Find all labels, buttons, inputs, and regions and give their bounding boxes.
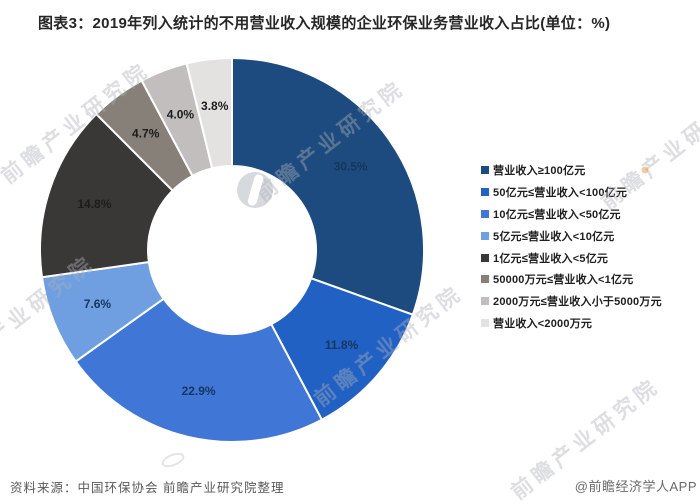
pie-slice-1 bbox=[231, 56, 426, 316]
page-title: 图表3：2019年列入统计的不用营业收入规模的企业环保业务营业收入占比(单位：%… bbox=[38, 15, 611, 32]
source-note: 资料来源：中国环保协会 前瞻产业研究院整理 bbox=[10, 481, 285, 495]
slice-label-7: 4.0% bbox=[167, 108, 195, 122]
legend-label: 50000万元≤营业收入<1亿元 bbox=[493, 274, 634, 287]
legend-swatch-icon bbox=[481, 253, 489, 262]
legend-item-4: 5亿元≤营业收入<10亿元 bbox=[481, 225, 662, 247]
slice-label-3: 22.9% bbox=[182, 384, 216, 398]
legend-swatch-icon bbox=[481, 165, 489, 174]
legend-item-3: 10亿元≤营业收入<50亿元 bbox=[481, 203, 662, 225]
legend-label: 营业收入<2000万元 bbox=[493, 318, 593, 331]
legend-item-7: 2000万元≤营业收入小于5000万元 bbox=[481, 290, 662, 312]
slice-label-8: 3.8% bbox=[201, 99, 229, 113]
pie-slice-3 bbox=[74, 297, 324, 443]
pie-slice-8 bbox=[185, 56, 233, 170]
legend-label: 2000万元≤营业收入小于5000万元 bbox=[493, 296, 662, 309]
legend-item-2: 50亿元≤营业收入<100亿元 bbox=[481, 181, 662, 203]
slice-label-6: 4.7% bbox=[132, 126, 160, 140]
legend-label: 5亿元≤营业收入<10亿元 bbox=[493, 230, 615, 243]
legend-swatch-icon bbox=[481, 231, 489, 240]
legend-item-5: 1亿元≤营业收入<5亿元 bbox=[481, 247, 662, 269]
legend-swatch-icon bbox=[481, 297, 489, 306]
slice-label-2: 11.8% bbox=[325, 338, 359, 352]
legend-label: 10亿元≤营业收入<50亿元 bbox=[493, 208, 621, 221]
legend-label: 1亿元≤营业收入<5亿元 bbox=[493, 252, 609, 265]
slice-label-5: 14.8% bbox=[77, 197, 111, 211]
legend-swatch-icon bbox=[481, 275, 489, 284]
legend-swatch-icon bbox=[481, 319, 489, 328]
legend-label: 50亿元≤营业收入<100亿元 bbox=[493, 186, 628, 199]
legend-swatch-icon bbox=[481, 209, 489, 218]
legend-item-8: 营业收入<2000万元 bbox=[481, 312, 662, 334]
legend-item-6: 50000万元≤营业收入<1亿元 bbox=[481, 268, 662, 290]
legend-swatch-icon bbox=[481, 187, 489, 196]
pie-slice-5 bbox=[39, 112, 175, 279]
credit-note: @前瞻经济学人APP bbox=[574, 479, 697, 494]
slice-label-4: 7.6% bbox=[84, 297, 112, 311]
legend-label: 营业收入≥100亿元 bbox=[493, 164, 586, 177]
legend-item-1: 营业收入≥100亿元 bbox=[481, 159, 662, 181]
slice-label-1: 30.5% bbox=[334, 160, 368, 174]
legend: 营业收入≥100亿元 50亿元≤营业收入<100亿元 10亿元≤营业收入<50亿元 5… bbox=[481, 159, 662, 334]
